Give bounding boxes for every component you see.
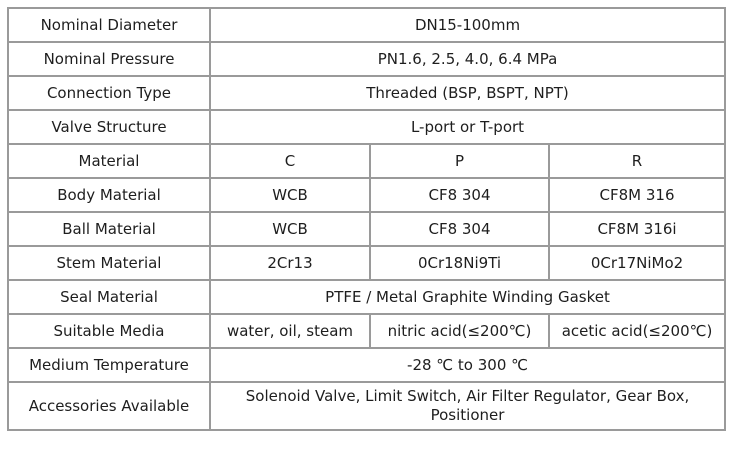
row-value: PN1.6, 2.5, 4.0, 6.4 MPa <box>208 41 727 77</box>
table-row: Stem Material 2Cr13 0Cr18Ni9Ti 0Cr17NiMo2 <box>7 245 727 281</box>
row-value: 0Cr18Ni9Ti <box>369 245 550 281</box>
row-label: Body Material <box>7 177 211 213</box>
row-label: Nominal Pressure <box>7 41 211 77</box>
row-value: Threaded (BSP, BSPT, NPT) <box>208 75 727 111</box>
row-value: CF8M 316 <box>547 177 727 213</box>
row-label: Accessories Available <box>7 381 211 431</box>
row-value: DN15-100mm <box>208 7 727 43</box>
row-label: Material <box>7 143 211 179</box>
table-row: Ball Material WCB CF8 304 CF8M 316i <box>7 211 727 247</box>
table-row: Seal Material PTFE / Metal Graphite Windi… <box>7 279 727 315</box>
row-value: WCB <box>209 211 371 247</box>
table-row: Body Material WCB CF8 304 CF8M 316 <box>7 177 727 213</box>
row-value: -28 ℃ to 300 ℃ <box>208 347 727 383</box>
table-row: Accessories Available Solenoid Valve, Lim… <box>7 381 727 431</box>
row-value: 0Cr17NiMo2 <box>547 245 727 281</box>
table-row: Nominal Diameter DN15-100mm <box>7 7 727 43</box>
table-row: Suitable Media water, oil, steam nitric ac… <box>7 313 727 349</box>
row-value: CF8 304 <box>369 177 550 213</box>
table-row: Material C P R <box>7 143 727 179</box>
row-label: Valve Structure <box>7 109 211 145</box>
row-value: L-port or T-port <box>208 109 727 145</box>
table-row: Medium Temperature -28 ℃ to 300 ℃ <box>7 347 727 383</box>
row-value: CF8M 316i <box>547 211 727 247</box>
row-label: Seal Material <box>7 279 211 315</box>
row-value: nitric acid(≤200℃) <box>369 313 550 349</box>
row-value: R <box>547 143 727 179</box>
row-value: P <box>369 143 550 179</box>
table-row: Valve Structure L-port or T-port <box>7 109 727 145</box>
row-value: water, oil, steam <box>209 313 371 349</box>
row-value: acetic acid(≤200℃) <box>547 313 727 349</box>
table-row: Nominal Pressure PN1.6, 2.5, 4.0, 6.4 MPa <box>7 41 727 77</box>
row-label: Suitable Media <box>7 313 211 349</box>
row-label: Nominal Diameter <box>7 7 211 43</box>
row-value: C <box>209 143 371 179</box>
row-label: Ball Material <box>7 211 211 247</box>
row-value: 2Cr13 <box>209 245 371 281</box>
table-row: Connection Type Threaded (BSP, BSPT, NPT) <box>7 75 727 111</box>
row-label: Stem Material <box>7 245 211 281</box>
row-label: Medium Temperature <box>7 347 211 383</box>
row-value: CF8 304 <box>369 211 550 247</box>
valve-spec-table: Nominal Diameter DN15-100mm Nominal Pressu… <box>7 7 727 431</box>
row-value: Solenoid Valve, Limit Switch, Air Filter… <box>208 381 727 431</box>
row-value: PTFE / Metal Graphite Winding Gasket <box>208 279 727 315</box>
row-value: WCB <box>209 177 371 213</box>
row-label: Connection Type <box>7 75 211 111</box>
